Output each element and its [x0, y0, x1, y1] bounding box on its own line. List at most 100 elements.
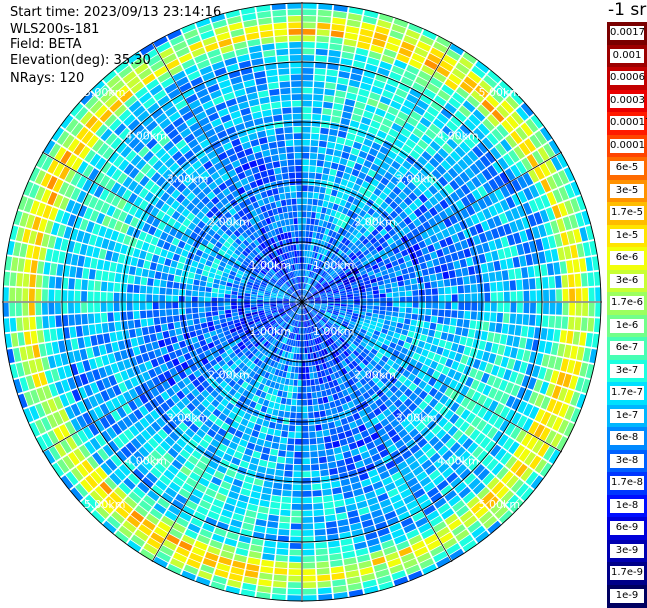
ray-gate-cell	[250, 415, 258, 423]
ray-gate-cell	[10, 272, 17, 286]
ray-gate-cell	[35, 289, 41, 301]
ray-gate-cell	[154, 279, 161, 286]
ray-gate-cell	[315, 173, 322, 179]
ray-gate-cell	[303, 48, 315, 54]
ray-gate-cell	[262, 487, 272, 494]
ray-gate-cell	[503, 313, 509, 323]
ray-gate-cell	[372, 286, 378, 290]
ray-gate-cell	[334, 500, 344, 507]
ray-gate-cell	[120, 312, 126, 321]
ray-gate-cell	[260, 566, 273, 573]
ray-gate-cell	[497, 313, 503, 323]
ray-gate-cell	[321, 207, 327, 214]
ray-gate-cell	[231, 302, 237, 305]
ray-gate-cell	[188, 272, 195, 278]
ray-gate-cell	[108, 272, 115, 282]
ray-gate-cell	[192, 308, 198, 313]
ray-gate-cell	[403, 274, 410, 280]
ray-gate-cell	[466, 338, 473, 347]
ray-gate-cell	[16, 288, 22, 301]
ray-gate-cell	[412, 290, 418, 296]
ray-gate-cell	[530, 290, 536, 301]
ray-gate-cell	[245, 510, 256, 518]
ray-gate-cell	[420, 334, 427, 341]
ray-gate-cell	[49, 276, 56, 288]
ray-gate-cell	[332, 579, 346, 586]
ray-gate-cell	[399, 307, 405, 312]
ray-gate-cell	[476, 321, 483, 330]
ray-gate-cell	[277, 542, 289, 549]
ray-gate-cell	[261, 453, 269, 460]
ray-gate-cell	[557, 247, 565, 260]
ray-gate-cell	[384, 279, 391, 284]
ray-gate-cell	[351, 148, 360, 156]
ray-gate-cell	[478, 303, 484, 311]
ray-gate-cell	[431, 281, 437, 288]
ray-gate-cell	[378, 319, 384, 324]
ray-gate-cell	[187, 278, 194, 284]
ray-gate-cell	[302, 367, 305, 373]
ray-gate-cell	[528, 327, 535, 338]
ray-gate-cell	[462, 328, 469, 337]
ray-gate-cell	[156, 264, 163, 272]
ray-gate-cell	[293, 478, 301, 484]
ray-gate-cell	[303, 563, 315, 569]
ray-gate-cell	[338, 525, 350, 533]
ray-gate-cell	[550, 290, 556, 302]
ray-gate-cell	[379, 310, 385, 314]
ray-gate-cell	[354, 299, 360, 302]
ray-gate-cell	[462, 267, 469, 276]
ray-gate-cell	[303, 114, 312, 120]
ray-gate-cell	[231, 295, 237, 299]
ray-gate-cell	[279, 444, 286, 451]
ray-gate-cell	[194, 274, 201, 280]
ray-gate-cell	[289, 563, 301, 569]
ray-gate-cell	[479, 254, 487, 264]
ray-gate-cell	[481, 331, 488, 340]
ray-gate-cell	[445, 341, 452, 349]
ray-gate-cell	[438, 288, 444, 295]
ray-gate-cell	[346, 463, 355, 471]
ray-gate-cell	[314, 412, 320, 418]
ray-gate-cell	[225, 302, 231, 306]
ray-gate-cell	[308, 354, 311, 360]
ray-gate-cell	[274, 403, 280, 410]
ray-gate-cell	[251, 302, 257, 304]
ray-gate-cell	[354, 293, 360, 296]
ray-gate-cell	[474, 330, 481, 339]
ray-gate-cell	[453, 335, 460, 343]
ray-gate-cell	[430, 251, 438, 259]
ray-gate-cell	[212, 311, 218, 316]
ray-gate-cell	[244, 308, 250, 311]
ray-gate-cell	[99, 249, 107, 260]
ray-gate-cell	[307, 212, 311, 218]
ray-gate-cell	[291, 510, 301, 516]
ray-gate-cell	[288, 576, 301, 582]
ray-gate-cell	[220, 319, 226, 324]
ray-gate-cell	[299, 354, 302, 360]
ray-gate-cell	[316, 36, 329, 43]
ray-gate-cell	[386, 307, 392, 311]
ray-gate-cell	[543, 303, 549, 314]
ray-gate-cell	[26, 245, 34, 259]
ray-gate-cell	[312, 107, 321, 113]
ray-gate-cell	[353, 413, 361, 421]
ray-gate-cell	[373, 294, 379, 298]
ray-gate-cell	[449, 326, 456, 334]
ray-gate-cell	[322, 489, 332, 496]
ray-gate-cell	[88, 314, 94, 324]
ray-gate-cell	[312, 120, 321, 126]
ray-gate-cell	[205, 297, 211, 301]
ray-gate-cell	[225, 306, 231, 310]
ray-gate-cell	[88, 280, 94, 290]
ray-gate-cell	[380, 302, 386, 306]
ray-gate-cell	[343, 491, 353, 499]
ray-gate-cell	[575, 317, 582, 330]
ray-gate-cell	[330, 474, 339, 481]
ray-gate-cell	[107, 292, 113, 301]
ray-gate-cell	[320, 411, 326, 418]
ray-gate-cell	[302, 192, 307, 198]
ray-gate-cell	[156, 332, 163, 340]
ray-gate-cell	[330, 560, 343, 567]
